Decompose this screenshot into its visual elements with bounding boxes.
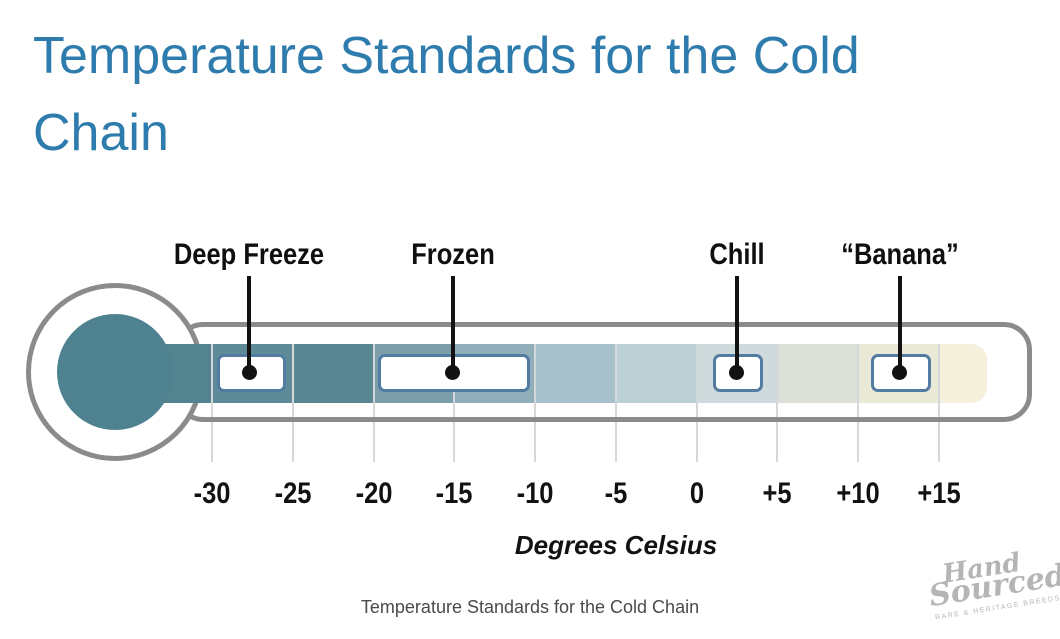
tick-line (211, 344, 213, 462)
tick-label: -5 (604, 477, 628, 510)
tick-label: -10 (516, 477, 554, 510)
tick-label: +15 (917, 477, 961, 510)
tick-label: 0 (689, 477, 704, 510)
axis-label: Degrees Celsius (514, 530, 718, 560)
tick-label: -30 (193, 477, 231, 510)
tick-label: +5 (762, 477, 792, 510)
tick-line (776, 344, 779, 462)
tick-line (614, 344, 617, 462)
zone-pointer-line (450, 276, 455, 373)
tick-label: -15 (435, 477, 473, 510)
thermometer-bulb (57, 314, 173, 430)
zone-pointer-line (734, 276, 739, 373)
tick-line (937, 344, 940, 462)
tick-line (372, 344, 375, 462)
zone-pointer-dot (445, 365, 461, 380)
zone-label: Frozen (410, 238, 495, 271)
slide-caption: Temperature Standards for the Cold Chain (360, 597, 700, 617)
zone-pointer-dot (241, 365, 257, 380)
tick-line (695, 344, 698, 403)
tick-line (857, 344, 859, 462)
zone-pointer-dot (729, 365, 745, 380)
tick-line (534, 344, 536, 403)
tick-line (614, 344, 617, 403)
tick-line (291, 344, 294, 462)
page-title: Temperature Standards for the Cold Chain (33, 27, 860, 162)
tick-line (372, 344, 375, 403)
tick-label: +10 (836, 477, 880, 510)
tick-line (776, 344, 779, 403)
tick-label: -25 (274, 477, 312, 510)
tick-line (291, 344, 294, 403)
zone-label: Deep Freeze (174, 238, 325, 271)
tick-line (857, 344, 859, 403)
zone-label: Chill (709, 238, 765, 271)
tick-line (937, 344, 940, 403)
zone-pointer-line (897, 276, 902, 373)
tick-line (695, 344, 698, 462)
zone-pointer-line (247, 276, 252, 373)
tick-line (534, 344, 536, 462)
zone-pointer-dot (892, 365, 908, 380)
tick-line (453, 344, 456, 462)
tick-line (211, 344, 213, 403)
tick-label: -20 (355, 477, 392, 510)
zone-label: “Banana” (841, 238, 959, 271)
